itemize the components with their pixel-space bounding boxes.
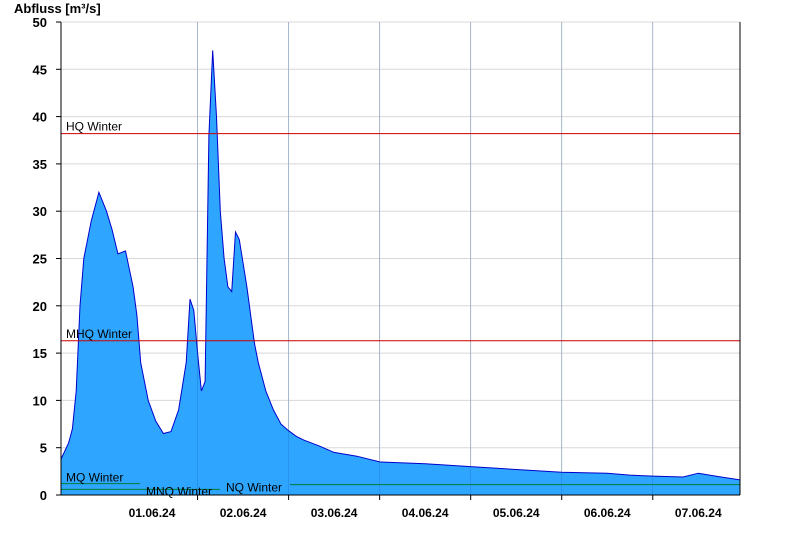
y-tick-label: 50 [33, 15, 47, 30]
x-tick-label: 07.06.24 [675, 506, 722, 520]
y-tick-label: 25 [33, 252, 47, 267]
x-tick-label: 05.06.24 [493, 506, 540, 520]
x-tick-label: 06.06.24 [584, 506, 631, 520]
y-tick-label: 40 [33, 110, 47, 125]
reference-line-label: MHQ Winter [66, 327, 132, 341]
y-tick-label: 30 [33, 204, 47, 219]
reference-line-label: NQ Winter [226, 481, 282, 495]
x-tick-label: 03.06.24 [311, 506, 358, 520]
y-tick-label: 10 [33, 393, 47, 408]
y-tick-label: 5 [40, 441, 47, 456]
y-tick-label: 35 [33, 157, 47, 172]
y-tick-label: 0 [40, 488, 47, 503]
reference-line-label: MNQ Winter [146, 484, 212, 498]
x-tick-label: 01.06.24 [129, 506, 176, 520]
x-tick-label: 02.06.24 [220, 506, 267, 520]
x-tick-label: 04.06.24 [402, 506, 449, 520]
y-tick-label: 45 [33, 62, 47, 77]
y-axis-label: Abfluss [m³/s] [14, 1, 101, 16]
y-tick-label: 15 [33, 346, 47, 361]
reference-line-label: MQ Winter [66, 471, 123, 485]
y-tick-label: 20 [33, 299, 47, 314]
reference-line-label: HQ Winter [66, 120, 122, 134]
